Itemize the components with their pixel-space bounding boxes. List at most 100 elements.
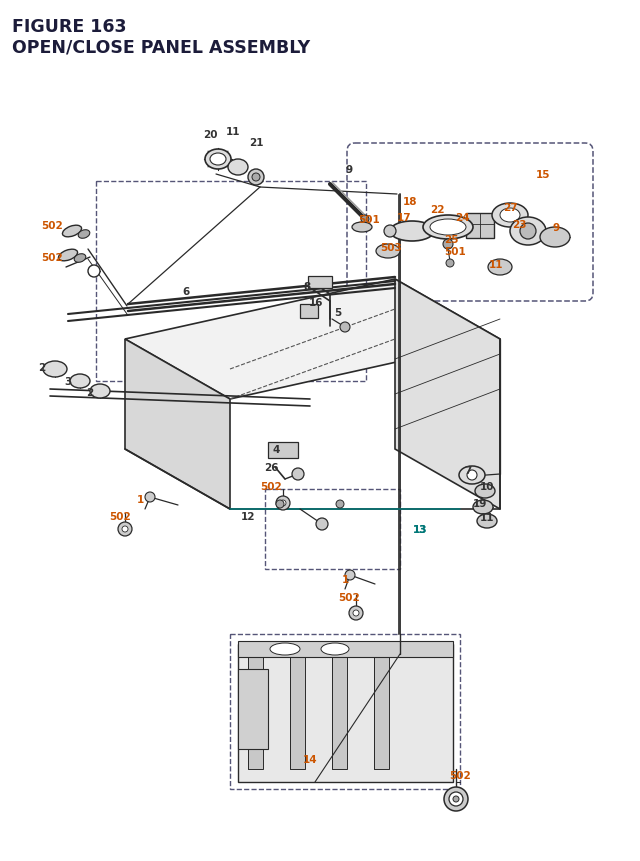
Text: 9: 9: [346, 164, 353, 175]
Circle shape: [292, 468, 304, 480]
Bar: [374, 654, 389, 769]
Ellipse shape: [459, 467, 485, 485]
Text: 11: 11: [226, 127, 240, 137]
Circle shape: [349, 606, 363, 620]
Bar: [265, 489, 400, 569]
Ellipse shape: [58, 250, 77, 262]
Text: 20: 20: [203, 130, 217, 139]
Ellipse shape: [63, 226, 81, 238]
Text: 502: 502: [41, 253, 63, 263]
Polygon shape: [125, 339, 230, 510]
Ellipse shape: [488, 260, 512, 276]
Text: 502: 502: [41, 220, 63, 231]
Circle shape: [122, 526, 128, 532]
Text: 19: 19: [473, 499, 487, 508]
Text: 12: 12: [241, 511, 255, 522]
Text: 8: 8: [303, 282, 310, 292]
Ellipse shape: [492, 204, 528, 228]
Bar: [96, 182, 366, 381]
Circle shape: [353, 610, 359, 616]
Text: 10: 10: [480, 481, 494, 492]
Ellipse shape: [500, 208, 520, 223]
Ellipse shape: [510, 218, 546, 245]
Circle shape: [88, 266, 100, 278]
Circle shape: [276, 497, 290, 511]
Ellipse shape: [228, 160, 248, 176]
Ellipse shape: [74, 254, 86, 263]
Circle shape: [280, 500, 286, 506]
Text: 13: 13: [413, 524, 428, 535]
Circle shape: [336, 500, 344, 508]
Polygon shape: [395, 280, 500, 510]
Circle shape: [276, 500, 284, 508]
Ellipse shape: [376, 245, 400, 258]
Text: 7: 7: [464, 466, 472, 475]
Circle shape: [467, 470, 477, 480]
Bar: [238, 644, 453, 782]
Text: 27: 27: [502, 202, 517, 213]
Bar: [238, 641, 453, 657]
Ellipse shape: [43, 362, 67, 378]
Ellipse shape: [423, 216, 473, 239]
Circle shape: [361, 216, 369, 224]
Ellipse shape: [430, 220, 466, 236]
Circle shape: [384, 226, 396, 238]
Circle shape: [316, 518, 328, 530]
Ellipse shape: [270, 643, 300, 655]
Ellipse shape: [352, 223, 372, 232]
Text: 13: 13: [413, 524, 428, 535]
Bar: [238, 669, 268, 749]
Circle shape: [345, 570, 355, 580]
Text: 501: 501: [358, 214, 380, 225]
Text: 1: 1: [136, 494, 143, 505]
Bar: [300, 305, 318, 319]
Text: FIGURE 163: FIGURE 163: [12, 18, 127, 36]
Circle shape: [443, 239, 453, 250]
Circle shape: [520, 224, 536, 239]
Circle shape: [145, 492, 155, 503]
Text: 502: 502: [260, 481, 282, 492]
Ellipse shape: [90, 385, 110, 399]
Bar: [248, 654, 263, 769]
Circle shape: [118, 523, 132, 536]
Ellipse shape: [477, 514, 497, 529]
Circle shape: [252, 174, 260, 182]
Text: 11: 11: [489, 260, 503, 269]
Bar: [332, 654, 347, 769]
Text: 23: 23: [512, 220, 526, 230]
Text: 5: 5: [334, 307, 342, 318]
Ellipse shape: [78, 231, 90, 239]
Text: OPEN/CLOSE PANEL ASSEMBLY: OPEN/CLOSE PANEL ASSEMBLY: [12, 38, 310, 56]
Polygon shape: [125, 280, 500, 400]
Text: 6: 6: [182, 287, 189, 297]
Text: 501: 501: [444, 247, 466, 257]
Ellipse shape: [540, 228, 570, 248]
Text: 2: 2: [38, 362, 45, 373]
Text: 502: 502: [338, 592, 360, 603]
Text: 26: 26: [264, 462, 278, 473]
Text: 16: 16: [308, 298, 323, 307]
Text: 3: 3: [65, 376, 72, 387]
Text: 14: 14: [303, 754, 317, 764]
Text: 25: 25: [444, 235, 458, 245]
Circle shape: [444, 787, 468, 811]
Circle shape: [449, 792, 463, 806]
Text: 502: 502: [109, 511, 131, 522]
Text: 18: 18: [403, 197, 417, 207]
Text: 2: 2: [86, 387, 93, 398]
Ellipse shape: [475, 485, 495, 499]
Text: 1: 1: [341, 574, 349, 585]
Text: 15: 15: [536, 170, 550, 180]
Bar: [290, 654, 305, 769]
Ellipse shape: [473, 500, 493, 514]
Ellipse shape: [205, 150, 231, 170]
Circle shape: [248, 170, 264, 186]
Bar: [466, 214, 494, 238]
Circle shape: [340, 323, 350, 332]
Text: 502: 502: [449, 770, 471, 780]
Text: 9: 9: [552, 223, 559, 232]
Text: 17: 17: [397, 213, 412, 223]
Text: 503: 503: [380, 243, 402, 253]
Ellipse shape: [321, 643, 349, 655]
Circle shape: [453, 796, 459, 802]
